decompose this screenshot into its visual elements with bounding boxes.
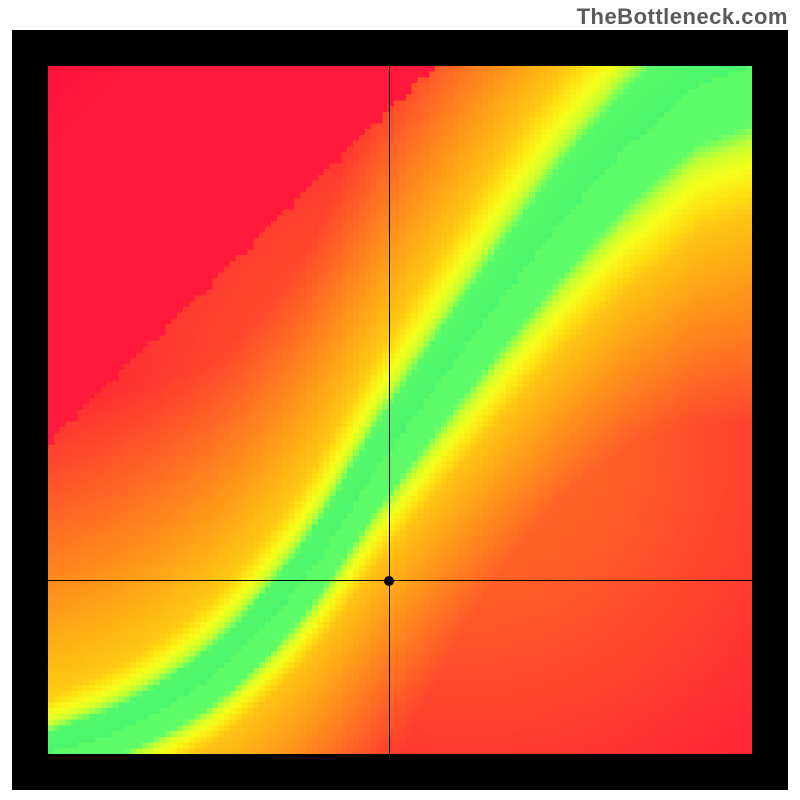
watermark-text: TheBottleneck.com	[577, 4, 788, 30]
heatmap-canvas	[48, 66, 752, 754]
chart-container: TheBottleneck.com	[0, 0, 800, 800]
crosshair-horizontal	[48, 580, 752, 581]
crosshair-vertical	[389, 66, 390, 754]
